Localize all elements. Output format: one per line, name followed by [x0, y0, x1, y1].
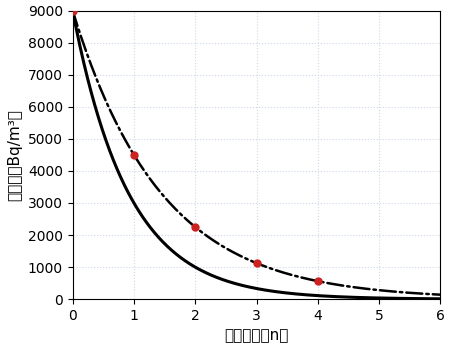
Y-axis label: 氡浓度（Bq/m³）: 氡浓度（Bq/m³） [7, 109, 22, 201]
X-axis label: 排气次数（n）: 排气次数（n） [224, 328, 289, 344]
